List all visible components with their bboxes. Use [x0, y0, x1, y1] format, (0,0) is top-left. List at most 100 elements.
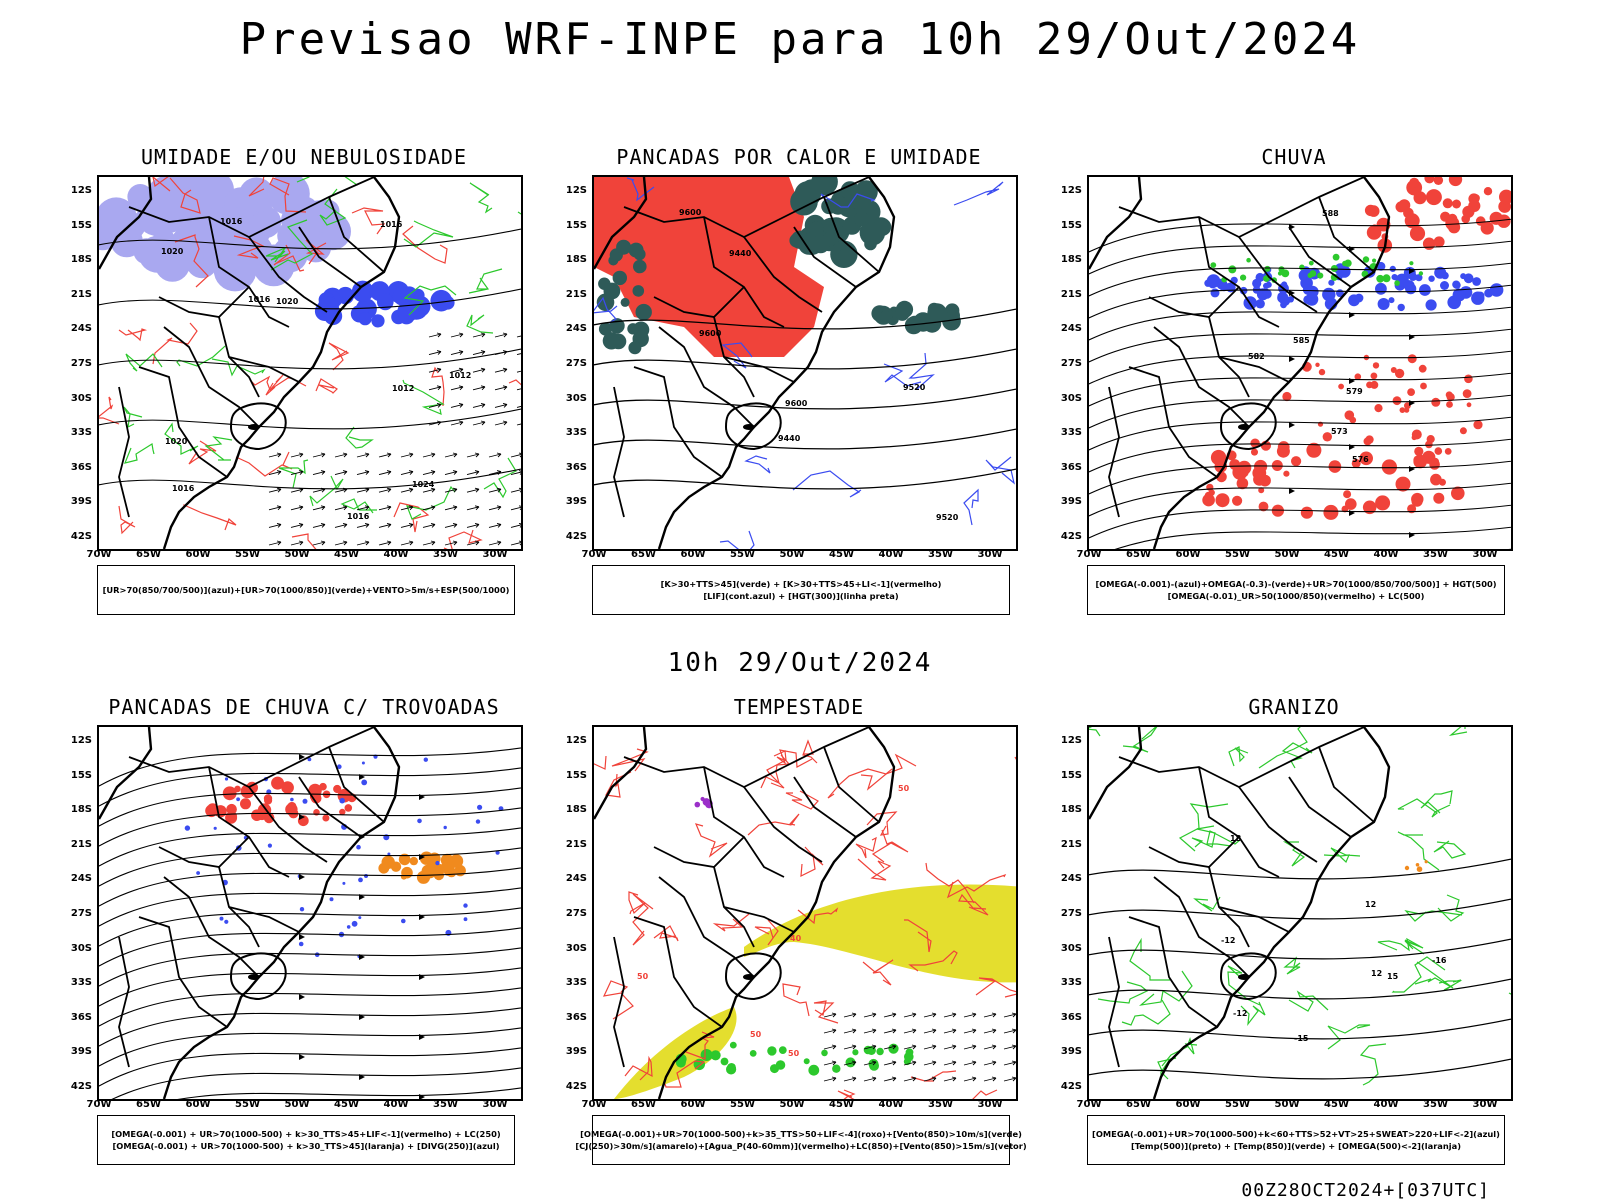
rain-area-red: [1426, 435, 1435, 444]
low-level-humidity-contour: [468, 268, 503, 294]
thickness-dashed-contour: [328, 342, 350, 371]
streamline: [1089, 372, 1511, 407]
lat-tick-label: 24S: [70, 873, 92, 885]
border-line: [1148, 286, 1240, 318]
border-line: [658, 876, 755, 978]
border-line: [1218, 906, 1290, 933]
wind-vector: [983, 1044, 997, 1050]
temperature-850-contour: [1282, 841, 1306, 867]
lat-tick-label: 42S: [70, 1081, 92, 1092]
divergence-blue: [495, 850, 500, 855]
strong-wind-area: [876, 1047, 884, 1056]
lifted-index-contour: [744, 455, 771, 474]
legend-line-1: [OMEGA(-0.001)-(azul)+OMEGA(-0.3)-(verde…: [1095, 579, 1497, 589]
rain-area-red: [1232, 495, 1243, 506]
wind-vector: [422, 505, 436, 511]
streamline-850: [694, 823, 728, 858]
wind-vector: [466, 487, 480, 493]
rain-area-blue: [1265, 281, 1272, 288]
contour-label: 585: [1293, 336, 1310, 345]
low-level-humidity-contour: [176, 345, 226, 367]
contour-label: 573: [1331, 427, 1348, 436]
panel-title: CHUVA: [1261, 145, 1327, 169]
divergence-blue: [299, 907, 305, 912]
map-heat-showers: 9600 9600 9600 9520 9520 9440 9440: [592, 175, 1018, 551]
low-level-humidity-contour: [403, 285, 457, 316]
streamline-arrow: [1289, 422, 1295, 428]
panel-title: TEMPESTADE: [733, 695, 865, 719]
wind-vector: [334, 487, 348, 493]
thickness-dashed-contour: [393, 502, 430, 533]
wind-vector: [290, 540, 304, 546]
wind-vector: [428, 402, 442, 408]
omega-area-orange: [1416, 866, 1423, 872]
rain-area-blue: [1376, 261, 1386, 271]
thickness-dashed-contour: [152, 322, 198, 365]
lat-tick-label: 33S: [70, 977, 92, 989]
thickness-dashed-contour: [174, 234, 209, 288]
rain-area-blue: [1388, 297, 1395, 304]
divergence-blue: [477, 804, 483, 810]
streamline-850: [862, 959, 894, 986]
divergence-blue: [475, 819, 481, 824]
low-level-humidity-contour: [204, 436, 233, 461]
contour-label: -15: [1294, 1034, 1309, 1043]
lat-tick-label: 36S: [565, 461, 587, 473]
wind-vector: [943, 1012, 957, 1018]
lon-tick-label: 60W: [1175, 1099, 1201, 1110]
streamline-850: [624, 1055, 653, 1081]
border-line: [724, 952, 782, 1001]
lat-tick-label: 24S: [1060, 323, 1082, 335]
unstable-area-green: [612, 270, 627, 286]
unstable-area-green: [635, 303, 652, 321]
lat-tick-label: 27S: [70, 908, 92, 919]
wind-vector: [963, 1076, 977, 1082]
unstable-area-green: [603, 282, 621, 300]
wind-vector: [510, 505, 521, 511]
thunderstorm-area-orange: [409, 856, 418, 866]
thunderstorm-area-red: [344, 804, 353, 812]
contour-label: -12: [1221, 936, 1235, 945]
streamline: [99, 787, 521, 827]
contour-label: -16: [1432, 956, 1447, 965]
lat-tick-label: 15S: [565, 769, 587, 781]
contour-label: 9600: [785, 399, 808, 408]
lat-tick-label: 42S: [1060, 531, 1082, 542]
humidity-area-core: [371, 314, 385, 328]
low-level-humidity-contour: [123, 406, 143, 429]
divergence-blue: [267, 843, 272, 848]
unstable-area-green: [598, 322, 613, 336]
geopotential-height-contour: [594, 468, 1016, 490]
thickness-dashed-contour: [248, 177, 265, 197]
jet-stream-area: [744, 884, 1016, 983]
lon-tick-label: 35W: [928, 1099, 953, 1110]
strong-wind-area: [767, 1046, 777, 1056]
wind-vector: [334, 505, 348, 511]
unstable-area-green: [859, 219, 886, 246]
humidity-area-mid-levels: [272, 236, 308, 273]
lake-mark: [1238, 974, 1250, 980]
thunderstorm-area-red: [205, 804, 218, 818]
wind-vector: [843, 1060, 857, 1066]
contour-label: 50: [750, 1030, 762, 1039]
unstable-area-green: [879, 310, 891, 322]
lon-tick-label: 45W: [334, 1099, 359, 1110]
rain-area-red: [1483, 187, 1493, 196]
humidity-area-core: [351, 280, 374, 303]
panel-title: GRANIZO: [1248, 695, 1340, 719]
rain-area-red: [1390, 367, 1397, 373]
lat-tick-label: 27S: [1060, 908, 1082, 919]
wind-vector: [843, 1028, 857, 1034]
streamline-arrow: [419, 1094, 425, 1099]
temperature-850-contour: [1377, 937, 1424, 952]
streamline: [1089, 350, 1511, 385]
lon-tick-label: 65W: [631, 1099, 656, 1110]
wind-vector: [268, 505, 282, 511]
wind-vector: [510, 452, 521, 458]
rain-area-red: [1259, 474, 1271, 487]
border-line: [1318, 746, 1375, 823]
wind-vector: [510, 540, 521, 546]
wind-vector: [472, 420, 486, 426]
lat-tick-label: 36S: [1060, 1011, 1082, 1023]
legend-line-2: [OMEGA(-0.001) + UR>70(1000-500) + k>30_…: [112, 1141, 500, 1151]
